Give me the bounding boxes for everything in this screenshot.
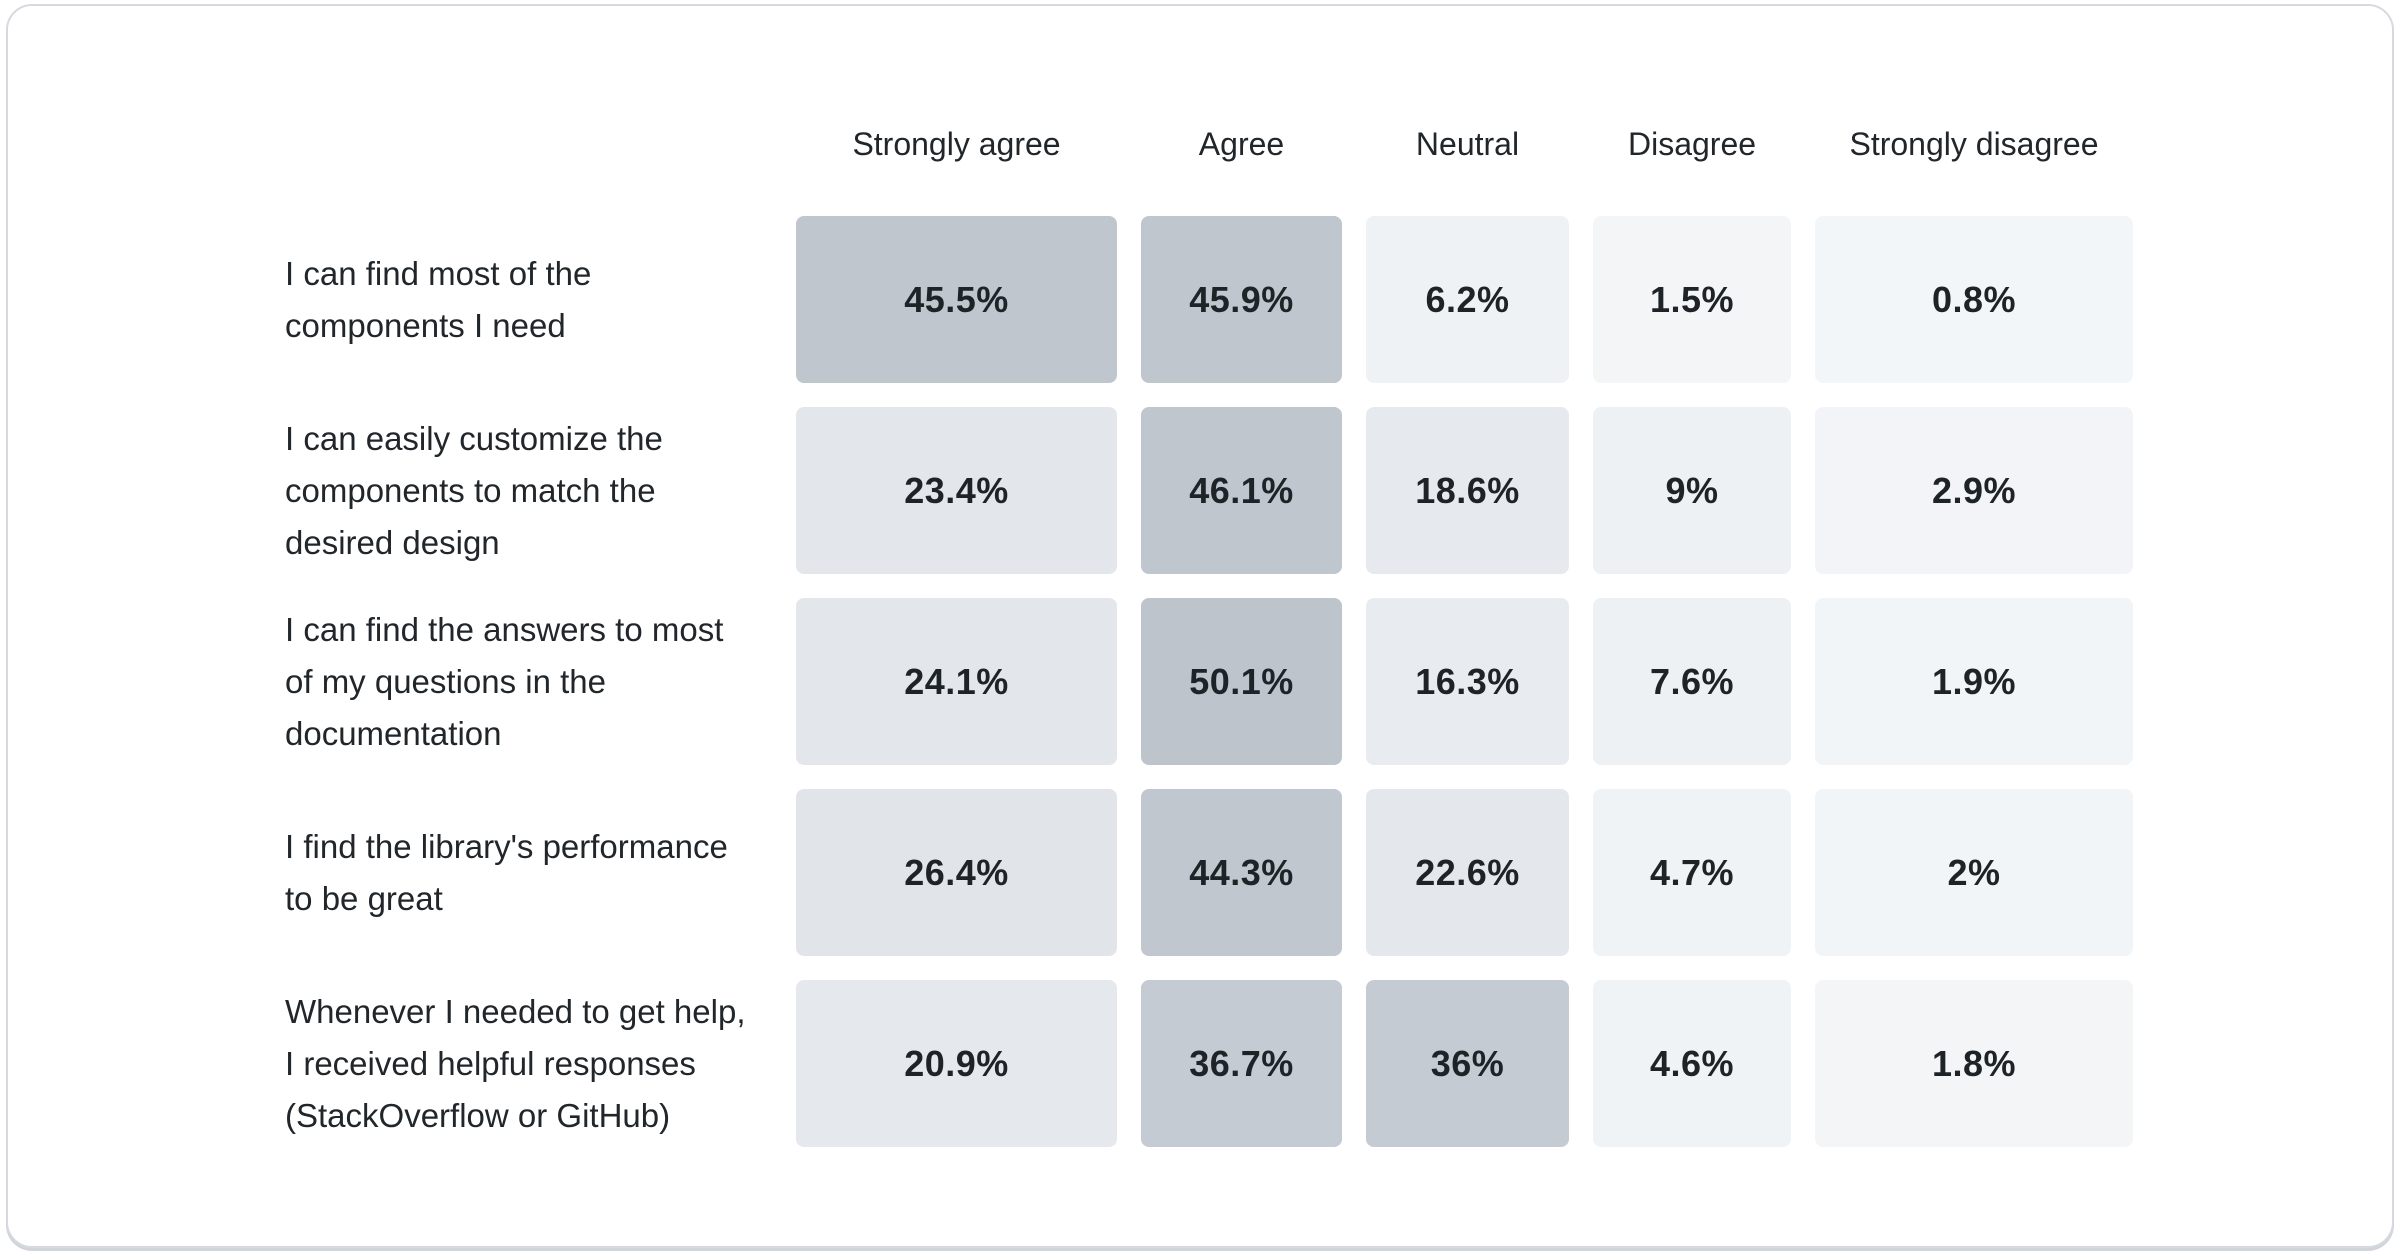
heat-cell: 18.6% <box>1366 407 1569 574</box>
survey-results-card: Strongly agree Agree Neutral Disagree St… <box>6 4 2394 1248</box>
heat-cell: 4.6% <box>1593 980 1791 1147</box>
row-label-customize-components: I can easily customize the components to… <box>285 419 663 561</box>
row-label-find-components: I can find most of the components I need <box>285 254 592 344</box>
heat-cell: 2.9% <box>1815 407 2133 574</box>
column-header-agree: Agree <box>1198 125 1285 162</box>
heat-cell: 20.9% <box>796 980 1117 1147</box>
heat-cell: 6.2% <box>1366 216 1569 383</box>
heat-cell: 23.4% <box>796 407 1117 574</box>
heat-cell: 7.6% <box>1593 598 1791 765</box>
heat-cell: 22.6% <box>1366 789 1569 956</box>
heat-cell: 44.3% <box>1141 789 1342 956</box>
column-header-disagree: Disagree <box>1627 125 1757 162</box>
heat-cell: 45.5% <box>796 216 1117 383</box>
heat-cell: 24.1% <box>796 598 1117 765</box>
heat-cell: 50.1% <box>1141 598 1342 765</box>
likert-heatmap: Strongly agree Agree Neutral Disagree St… <box>285 96 2133 1147</box>
row-label-library-performance: I find the library's performance to be g… <box>285 827 728 917</box>
column-header-neutral: Neutral <box>1415 125 1520 162</box>
heat-cell: 4.7% <box>1593 789 1791 956</box>
row-label-helpful-responses: Whenever I needed to get help, I receive… <box>285 992 746 1134</box>
heat-cell: 16.3% <box>1366 598 1569 765</box>
heat-cell: 2% <box>1815 789 2133 956</box>
heat-cell: 1.8% <box>1815 980 2133 1147</box>
row-label-documentation-answers: I can find the answers to most of my que… <box>285 610 724 752</box>
heat-cell: 9% <box>1593 407 1791 574</box>
heat-cell: 0.8% <box>1815 216 2133 383</box>
column-header-strongly-disagree: Strongly disagree <box>1849 125 2099 162</box>
heat-cell: 1.5% <box>1593 216 1791 383</box>
column-header-strongly-agree: Strongly agree <box>852 125 1061 162</box>
heat-cell: 26.4% <box>796 789 1117 956</box>
heat-cell: 36% <box>1366 980 1569 1147</box>
heat-cell: 1.9% <box>1815 598 2133 765</box>
heat-cell: 36.7% <box>1141 980 1342 1147</box>
heat-cell: 46.1% <box>1141 407 1342 574</box>
corner-spacer <box>285 96 772 192</box>
heat-cell: 45.9% <box>1141 216 1342 383</box>
